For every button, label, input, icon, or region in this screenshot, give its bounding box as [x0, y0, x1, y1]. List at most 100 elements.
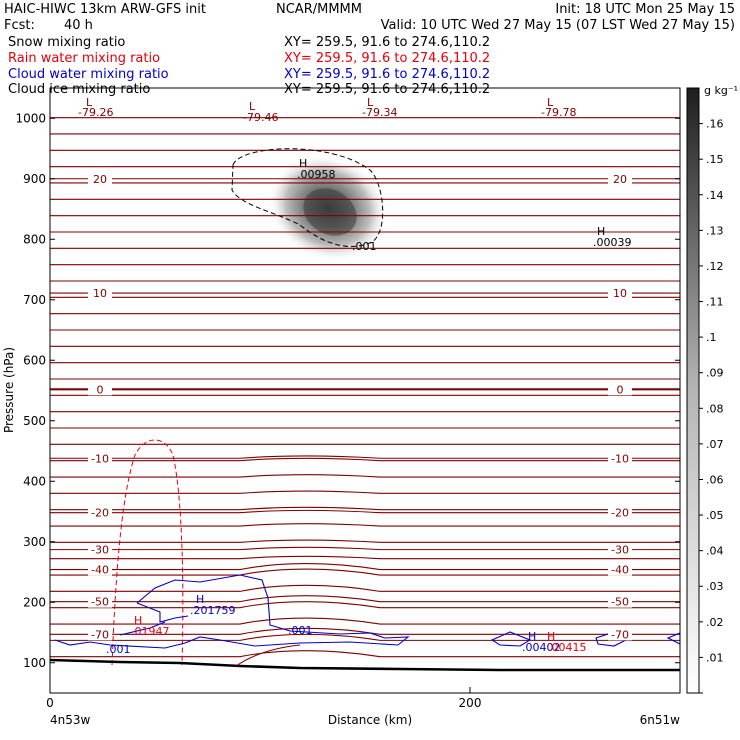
- rain-max-label: H: [134, 614, 142, 627]
- isotherm-label: -10: [611, 452, 629, 465]
- isotherm-line: [50, 584, 680, 592]
- isotherm-label-bg: [88, 563, 112, 576]
- ice-max-value: .00039: [593, 236, 632, 249]
- isotherm-line: [50, 455, 680, 459]
- isotherm-label: -20: [91, 507, 109, 520]
- colorbar-tick-label: .04: [706, 545, 724, 558]
- isotherm-label-bg: [88, 287, 112, 300]
- isotherm-label-bg: [88, 543, 112, 556]
- field-xy-cloud-ice: XY= 259.5, 91.6 to 274.6,110.2: [284, 82, 490, 97]
- rain-max-label-2: H: [547, 630, 555, 643]
- min-value-3: -79.34: [362, 106, 397, 119]
- model-title: HAIC-HIWC 13km ARW-GFS init: [4, 2, 206, 17]
- cloud-max-label-2: H: [528, 630, 536, 643]
- terrain-surface: [50, 658, 680, 672]
- min-value-4: -79.78: [541, 106, 576, 119]
- isotherm-line: [50, 617, 680, 625]
- colorbar-tick-label: .02: [706, 616, 724, 629]
- section-start-label: 4n53w: [50, 713, 91, 727]
- cloud-max-value-2: .00402: [522, 641, 561, 654]
- isotherm-label: 20: [613, 173, 627, 186]
- isotherm-line: [50, 595, 680, 603]
- field-xy-cloud-water: XY= 259.5, 91.6 to 274.6,110.2: [284, 67, 490, 82]
- isotherm-label: 10: [93, 287, 107, 300]
- snow-mixing-ratio-core: [303, 188, 357, 236]
- y-tick-label: 1000: [15, 111, 46, 125]
- isotherm-label: 10: [613, 287, 627, 300]
- cloud-max-value: .201759: [190, 604, 236, 617]
- x-axis: 0 200: [46, 687, 481, 710]
- isotherm-label-bg: [88, 383, 112, 396]
- isotherm-label-bg: [608, 172, 632, 185]
- isotherm-label: -50: [611, 596, 629, 609]
- x-tick-label: 0: [46, 696, 54, 710]
- isotherm-line: [50, 509, 680, 514]
- isotherm-line: [50, 633, 680, 641]
- isotherm-line: [50, 650, 680, 658]
- y-tick-label: 500: [23, 414, 46, 428]
- plot-frame: [49, 87, 681, 694]
- isotherm-line: [50, 539, 680, 543]
- isotherm-label: -40: [91, 564, 109, 577]
- isotherm-line: [50, 563, 680, 571]
- field-name-rain: Rain water mixing ratio: [8, 51, 160, 66]
- colorbar-tick-label: .08: [706, 402, 724, 415]
- isotherm-label-bg: [88, 506, 112, 519]
- isotherm-line: [50, 523, 680, 527]
- colorbar-ticks: .01 .02 .03 .04 .05 .06 .07 .08 .09 .1 .11 .12 .13 .1…: [699, 118, 724, 694]
- x-axis-title: Distance (km): [328, 713, 412, 727]
- colorbar-tick-label: .12: [706, 260, 724, 273]
- rain-max-value-2: .00415: [548, 641, 587, 654]
- min-label-2: L: [249, 100, 256, 113]
- fcst-value: 40 h: [64, 18, 93, 33]
- colorbar-tick-label: .07: [706, 438, 724, 451]
- isotherm-label: -70: [611, 628, 629, 641]
- isotherm-label-bg: [608, 287, 632, 300]
- cloud-water-contours: [54, 574, 680, 649]
- isotherm-label: -10: [91, 452, 109, 465]
- isotherm-label: -20: [611, 507, 629, 520]
- y-tick-label: 700: [23, 293, 46, 307]
- terrain-secondary-contour: [235, 644, 301, 667]
- colorbar-tick-label: .01: [706, 651, 724, 664]
- isotherm-line: [50, 601, 680, 609]
- isotherm-line: [50, 457, 680, 462]
- isotherm-label: -50: [91, 596, 109, 609]
- colorbar-tick-label: .14: [706, 189, 724, 202]
- isotherm-label: 20: [93, 173, 107, 186]
- isotherm-line: [50, 490, 680, 494]
- colorbar-tick-label: .05: [706, 509, 724, 522]
- min-label-3: L: [367, 96, 374, 109]
- y-tick-label: 800: [23, 232, 46, 246]
- isotherm-label-bg: [88, 172, 112, 185]
- field-name-cloud-ice: Cloud ice mixing ratio: [8, 82, 150, 97]
- field-name-cloud-water: Cloud water mixing ratio: [8, 67, 169, 82]
- ice-max-label: H: [597, 225, 605, 238]
- y-tick-label: 200: [23, 595, 46, 609]
- field-xy-rain: XY= 259.5, 91.6 to 274.6,110.2: [284, 51, 490, 66]
- isotherm-label: -30: [611, 544, 629, 557]
- isotherm-line: [50, 555, 680, 560]
- org-label: NCAR/MMMM: [276, 2, 362, 17]
- isotherm-label-bg: [608, 506, 632, 519]
- isotherm-label: -30: [91, 544, 109, 557]
- isotherm-label-bg: [608, 383, 632, 396]
- isotherm-line: [50, 546, 680, 551]
- min-value-2: -79.46: [243, 111, 278, 124]
- y-tick-label: 300: [23, 535, 46, 549]
- colorbar-tick-label: .11: [706, 296, 724, 309]
- cloud-contour-value-2: .001: [106, 643, 131, 656]
- valid-time: Valid: 10 UTC Wed 27 May 15 (07 LST Wed …: [381, 18, 735, 33]
- min-label-4: L: [547, 96, 554, 109]
- cloud-max-label: H: [196, 593, 204, 606]
- isotherm-label-bg: [608, 543, 632, 556]
- isotherm-label: -70: [91, 628, 109, 641]
- temperature-isotherms: [50, 117, 680, 658]
- contour-labels: L -79.26 L -79.46 L -79.34 L -79.78 H .0…: [78, 96, 632, 656]
- fcst-label: Fcst:: [4, 18, 35, 33]
- colorbar-tick-label: .09: [706, 367, 724, 380]
- isotherm-label-bg: [608, 563, 632, 576]
- isotherm-label-bg: [88, 595, 112, 608]
- colorbar-tick-label: .13: [706, 224, 724, 237]
